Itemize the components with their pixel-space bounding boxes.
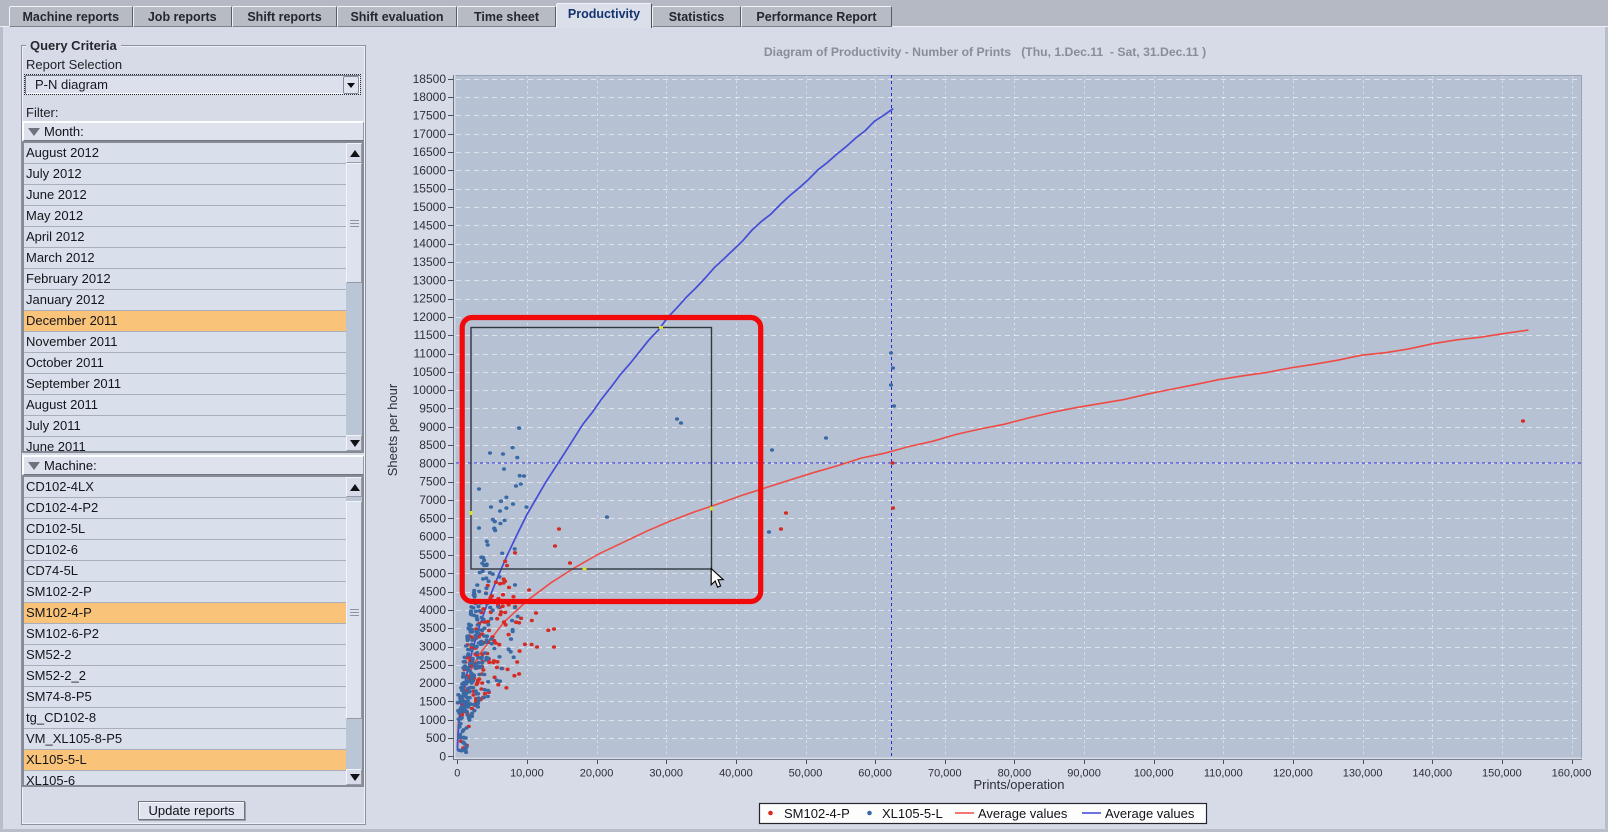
svg-text:10,000: 10,000: [510, 768, 544, 780]
svg-text:13000: 13000: [413, 273, 447, 287]
svg-text:150,000: 150,000: [1482, 768, 1522, 780]
svg-text:9500: 9500: [419, 402, 446, 416]
svg-text:100,000: 100,000: [1134, 768, 1174, 780]
svg-text:13500: 13500: [413, 255, 447, 269]
svg-text:3000: 3000: [419, 640, 446, 654]
svg-text:18000: 18000: [413, 90, 447, 104]
svg-text:10500: 10500: [413, 365, 447, 379]
svg-text:140,000: 140,000: [1412, 768, 1452, 780]
svg-text:5500: 5500: [419, 548, 446, 562]
svg-text:Average values: Average values: [978, 806, 1068, 821]
svg-text:9000: 9000: [419, 420, 446, 434]
svg-text:Diagram of Productivity - Numb: Diagram of Productivity - Number of Prin…: [764, 45, 1206, 59]
svg-text:Sheets per hour: Sheets per hour: [385, 383, 400, 476]
svg-text:14000: 14000: [413, 237, 447, 251]
svg-text:11500: 11500: [414, 328, 447, 342]
svg-text:8500: 8500: [419, 438, 446, 452]
svg-text:1000: 1000: [419, 713, 446, 727]
svg-text:11000: 11000: [414, 347, 447, 361]
svg-text:4500: 4500: [419, 585, 446, 599]
svg-text:120,000: 120,000: [1273, 768, 1313, 780]
svg-text:16000: 16000: [413, 163, 447, 177]
svg-text:7000: 7000: [419, 493, 446, 507]
svg-text:5000: 5000: [419, 566, 446, 580]
svg-text:80,000: 80,000: [998, 768, 1032, 780]
svg-text:2500: 2500: [419, 658, 446, 672]
svg-text:6000: 6000: [419, 530, 446, 544]
svg-text:60,000: 60,000: [858, 768, 892, 780]
svg-text:130,000: 130,000: [1343, 768, 1383, 780]
svg-text:90,000: 90,000: [1067, 768, 1101, 780]
svg-text:3500: 3500: [419, 621, 446, 635]
svg-text:7500: 7500: [419, 475, 446, 489]
svg-text:17000: 17000: [413, 127, 447, 141]
svg-text:8000: 8000: [419, 456, 446, 470]
svg-text:17500: 17500: [413, 109, 447, 123]
svg-text:40,000: 40,000: [719, 768, 753, 780]
svg-text:500: 500: [426, 731, 446, 745]
svg-text:4000: 4000: [419, 603, 446, 617]
svg-text:50,000: 50,000: [789, 768, 823, 780]
svg-text:70,000: 70,000: [928, 768, 962, 780]
svg-text:0: 0: [454, 768, 460, 780]
svg-text:160,000: 160,000: [1552, 768, 1592, 780]
svg-text:6500: 6500: [419, 511, 446, 525]
svg-text:14500: 14500: [413, 218, 447, 232]
svg-text:18500: 18500: [413, 72, 447, 86]
svg-text:XL105-5-L: XL105-5-L: [882, 806, 943, 821]
svg-text:15500: 15500: [413, 182, 447, 196]
svg-text:110,000: 110,000: [1204, 768, 1243, 780]
svg-text:30,000: 30,000: [649, 768, 683, 780]
svg-text:Prints/operation: Prints/operation: [973, 777, 1064, 792]
svg-text:2000: 2000: [419, 676, 446, 690]
svg-text:1500: 1500: [419, 695, 446, 709]
svg-text:12000: 12000: [413, 310, 447, 324]
svg-text:15000: 15000: [413, 200, 447, 214]
svg-text:12500: 12500: [413, 292, 447, 306]
svg-text:SM102-4-P: SM102-4-P: [784, 806, 850, 821]
svg-text:Average values: Average values: [1105, 806, 1195, 821]
svg-text:16500: 16500: [413, 145, 447, 159]
svg-text:0: 0: [439, 749, 446, 763]
svg-text:10000: 10000: [413, 383, 447, 397]
svg-text:20,000: 20,000: [580, 768, 614, 780]
